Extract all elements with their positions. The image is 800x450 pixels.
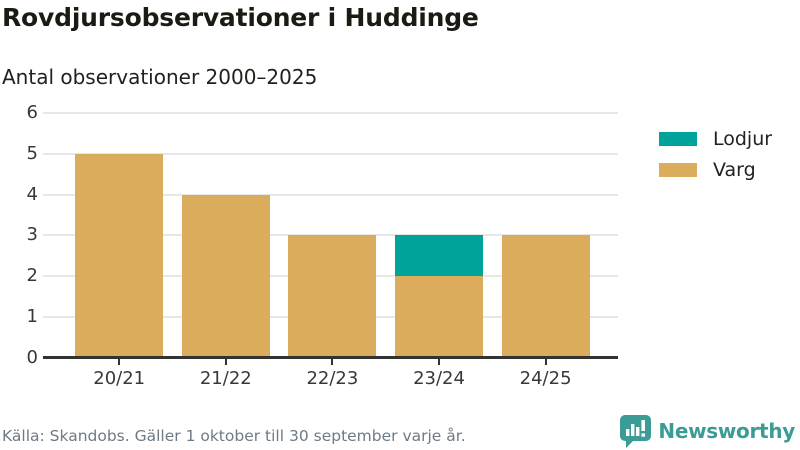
y-axis-tick-label: 6: [26, 102, 38, 123]
chart-legend: Lodjur Varg: [659, 128, 772, 190]
legend-label: Varg: [713, 159, 756, 181]
y-axis-tick-label: 5: [26, 142, 38, 164]
newsworthy-logo-link[interactable]: Newsworthy: [619, 414, 795, 448]
bar-segment-lodjur-23-24: [395, 235, 483, 276]
lodjur-swatch: [659, 132, 697, 146]
x-axis-tick: [544, 359, 547, 365]
y-axis-tick-label: 4: [26, 183, 38, 205]
bar-segment-varg-22-23: [288, 235, 377, 358]
x-axis-tick-label: 21/22: [199, 368, 252, 389]
legend-label: Lodjur: [713, 128, 773, 150]
brand-wordmark: Newsworthy: [658, 419, 795, 443]
x-axis-tick: [331, 359, 334, 365]
x-axis-tick-label: 22/23: [306, 368, 359, 389]
x-axis-line: [43, 356, 618, 359]
legend-item-varg: Varg: [659, 159, 772, 181]
y-axis-tick-label: 1: [26, 305, 38, 327]
legend-item-lodjur: Lodjur: [659, 128, 772, 150]
x-axis-tick: [224, 359, 227, 365]
y-axis-tick-label: 3: [26, 224, 38, 246]
bar-segment-varg-23-24: [395, 276, 483, 358]
x-axis-tick: [438, 359, 440, 365]
x-axis-tick-label: 24/25: [519, 368, 572, 389]
y-axis-tick-label: 2: [26, 265, 38, 286]
gridline: [43, 112, 618, 114]
newsworthy-bubble-icon: [620, 415, 652, 448]
varg-swatch: [659, 163, 697, 177]
x-axis-tick-label: 23/24: [413, 368, 465, 389]
gridline: [43, 193, 618, 196]
x-axis-tick: [118, 359, 121, 365]
chart-subtitle: Antal observationer 2000–2025: [2, 65, 318, 89]
gridline: [43, 152, 618, 155]
y-axis-tick-label: 0: [26, 346, 38, 368]
x-axis-tick-label: 20/21: [93, 368, 146, 389]
page-title: Rovdjursobservationer i Huddinge: [2, 3, 479, 32]
source-note: Källa: Skandobs. Gäller 1 oktober till 3…: [2, 427, 466, 445]
bar-segment-varg-24-25: [501, 235, 590, 358]
bar-segment-varg-20-21: [75, 153, 164, 358]
bar-segment-varg-21-22: [181, 194, 270, 358]
